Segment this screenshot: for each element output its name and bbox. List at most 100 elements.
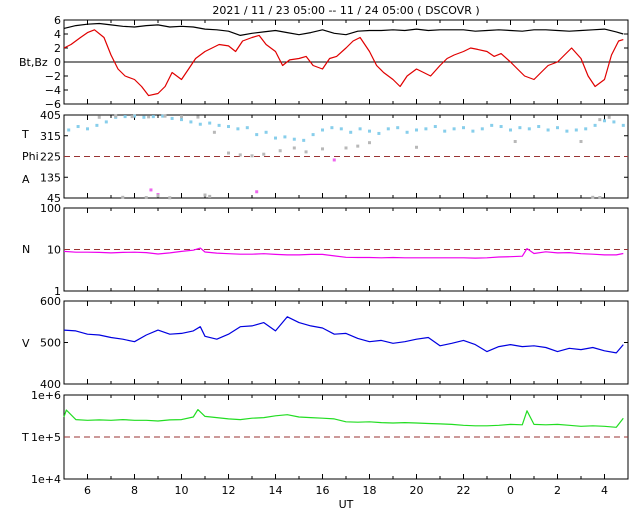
data-point xyxy=(142,116,145,119)
data-point xyxy=(246,126,249,129)
data-point xyxy=(443,130,446,133)
data-point xyxy=(377,132,380,135)
series-line xyxy=(64,317,623,353)
data-point xyxy=(213,131,216,134)
panel-group: 6420−2−4−6Bt,Bz40531522513545TPhiA100101… xyxy=(19,14,628,497)
y-tick-label: 225 xyxy=(40,151,61,164)
data-point xyxy=(255,190,258,193)
data-point xyxy=(359,127,362,130)
data-point xyxy=(500,125,503,128)
y-tick-label: 405 xyxy=(40,109,61,122)
data-point xyxy=(208,195,211,198)
y-axis-label: V xyxy=(22,337,30,350)
data-point xyxy=(305,150,308,153)
data-point xyxy=(368,141,371,144)
data-point xyxy=(204,194,207,197)
y-axis-label: N xyxy=(22,243,30,256)
data-point xyxy=(509,128,512,131)
y-tick-label: 1e+6 xyxy=(31,389,61,402)
y-tick-label: 2 xyxy=(54,42,61,55)
data-point xyxy=(262,153,265,156)
data-point xyxy=(471,130,474,133)
y-tick-label: 100 xyxy=(40,202,61,215)
data-point xyxy=(145,196,148,199)
data-point xyxy=(302,139,305,142)
data-point xyxy=(594,124,597,127)
data-point xyxy=(227,125,230,128)
data-point xyxy=(121,196,124,199)
data-point xyxy=(462,126,465,129)
y-tick-label: 1e+4 xyxy=(31,473,61,486)
data-point xyxy=(147,115,150,118)
y-axis-label: T xyxy=(21,431,29,444)
data-point xyxy=(547,128,550,131)
data-point xyxy=(86,127,89,130)
data-point xyxy=(406,131,409,134)
data-point xyxy=(453,127,456,130)
data-point xyxy=(387,127,390,130)
y-axis-label: A xyxy=(22,173,30,186)
data-point xyxy=(77,125,80,128)
chart-title: 2021 / 11 / 23 05:00 -- 11 / 24 05:00 ( … xyxy=(212,4,479,17)
data-point xyxy=(227,152,230,155)
data-point xyxy=(481,127,484,130)
data-point xyxy=(330,126,333,129)
y-tick-label: −2 xyxy=(45,70,61,83)
y-tick-label: 1e+5 xyxy=(31,431,61,444)
y-tick-label: 6 xyxy=(54,14,61,27)
data-point xyxy=(321,128,324,131)
y-tick-label: 500 xyxy=(40,337,61,350)
x-tick-label: 22 xyxy=(457,484,471,497)
data-point xyxy=(95,124,98,127)
data-point xyxy=(236,127,239,130)
x-tick-label: 6 xyxy=(84,484,91,497)
x-tick-label: 16 xyxy=(316,484,330,497)
data-point xyxy=(415,128,418,131)
panel-temperature: 1e+6 1e+5 1e+4 T xyxy=(21,389,628,486)
data-point xyxy=(105,120,108,123)
x-tick-label: 18 xyxy=(363,484,377,497)
data-point xyxy=(603,119,606,122)
panel-plasma: 405 315 225 135 45 T Phi A xyxy=(21,109,628,205)
x-tick-label: 10 xyxy=(175,484,189,497)
data-point xyxy=(556,126,559,129)
x-tick-label: 12 xyxy=(222,484,236,497)
data-point xyxy=(114,115,117,118)
data-point xyxy=(537,125,540,128)
data-point xyxy=(131,115,134,118)
panel-speed: 600 500 400 V xyxy=(22,295,628,391)
data-point xyxy=(189,120,192,123)
data-point xyxy=(434,125,437,128)
data-point xyxy=(608,116,611,119)
y-axis-label: Bt,Bz xyxy=(19,56,48,69)
data-point xyxy=(152,115,155,118)
data-point xyxy=(321,147,324,150)
data-point xyxy=(612,120,615,123)
data-point xyxy=(584,127,587,130)
data-point xyxy=(218,124,221,127)
data-point xyxy=(349,131,352,134)
data-point xyxy=(199,123,202,126)
data-point xyxy=(265,131,268,134)
data-point xyxy=(274,137,277,140)
data-point xyxy=(171,117,174,120)
data-point xyxy=(164,115,167,118)
data-point xyxy=(415,146,418,149)
data-point xyxy=(255,133,258,136)
data-point xyxy=(124,115,127,118)
panel-density: 100101N xyxy=(22,202,628,298)
data-point xyxy=(98,116,101,119)
data-point xyxy=(149,188,152,191)
data-point xyxy=(518,126,521,129)
data-point xyxy=(575,128,578,131)
data-point xyxy=(196,116,199,119)
series-line xyxy=(64,410,623,428)
data-point xyxy=(368,130,371,133)
data-point xyxy=(251,154,254,157)
data-point xyxy=(490,124,493,127)
data-point xyxy=(67,128,70,131)
data-point xyxy=(312,133,315,136)
y-tick-label: 10 xyxy=(47,244,61,257)
